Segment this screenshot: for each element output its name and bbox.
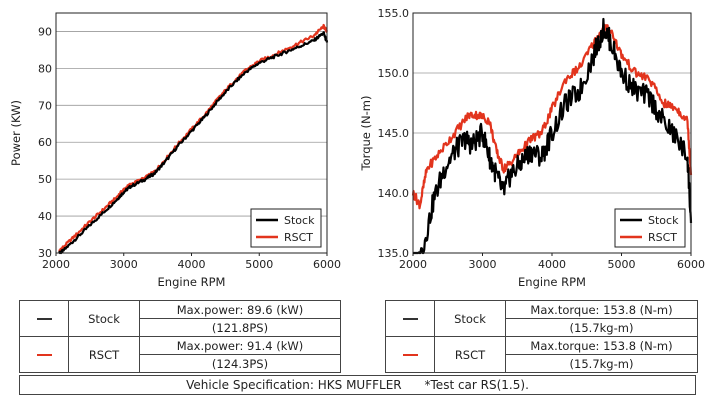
x-axis-label: Engine RPM: [518, 275, 586, 289]
legend-swatch-stock: [402, 318, 418, 320]
max-torque-value: Max.torque: 153.8 (N-m): [505, 336, 698, 355]
series-name: RSCT: [434, 336, 506, 373]
test-car-note: *Test car RS(1.5).: [424, 378, 529, 392]
torque-chart: 135.0 140.0 145.0 150.0 155.0 2000 3000 4000 500…: [359, 0, 720, 300]
max-power-ps: (121.8PS): [139, 318, 341, 337]
max-power-ps: (124.3PS): [139, 354, 341, 373]
series-name: RSCT: [68, 336, 140, 373]
legend-box: [614, 208, 686, 248]
table-row: Stock Max.power: 89.6 (kW): [19, 300, 341, 337]
plot-frame: [55, 12, 328, 254]
y-tick-label: 135.0: [378, 247, 410, 260]
y-tick-label: 60: [38, 136, 52, 149]
series-line-rsct: [411, 23, 693, 210]
legend-swatch-rsct: [36, 354, 52, 356]
x-tick-label: 3000: [110, 258, 138, 271]
legend-label-rsct: RSCT: [648, 231, 677, 244]
x-tick-label: 5000: [608, 258, 636, 271]
series-name: Stock: [68, 300, 140, 337]
x-axis-label: Engine RPM: [158, 275, 226, 289]
y-tick-label: 140.0: [378, 187, 410, 200]
table-row: (15.7kg-m): [386, 354, 698, 373]
power-chart: 30 40 50 60 70 80 90 2000 3000 4000 5000 6000 Engine…: [0, 0, 350, 300]
y-tick-label: 40: [38, 210, 52, 223]
series-line-rsct: [58, 23, 328, 253]
series-line-stock: [58, 31, 329, 255]
y-tick-label: 145.0: [378, 127, 410, 140]
series-line-stock: [412, 17, 693, 255]
legend-label-rsct: RSCT: [284, 231, 313, 244]
torque-spec-table: Stock Max.torque: 153.8 (N-m) (15.7kg-m)…: [385, 300, 698, 373]
y-tick-label: 90: [38, 25, 52, 38]
y-tick-label: 155.0: [378, 7, 410, 20]
legend-box: [250, 208, 322, 248]
power-spec-table: Stock Max.power: 89.6 (kW) (121.8PS) RSC…: [19, 300, 341, 373]
x-tick-label: 5000: [245, 258, 273, 271]
torque-chart-svg: 135.0 140.0 145.0 150.0 155.0 2000 3000 4000 500…: [359, 7, 705, 289]
x-tick-label: 3000: [469, 258, 497, 271]
x-tick-label: 4000: [178, 258, 206, 271]
max-torque-kgm: (15.7kg-m): [505, 318, 698, 337]
rsct-swatch-cell: [19, 336, 69, 373]
y-tick-label: 30: [38, 247, 52, 260]
vehicle-spec-label: Vehicle Specification: HKS MUFFLER: [186, 378, 402, 392]
max-torque-kgm: (15.7kg-m): [505, 354, 698, 373]
y-tick-label: 80: [38, 62, 52, 75]
y-axis-label: Power (KW): [9, 100, 23, 166]
stock-swatch-cell: [385, 300, 435, 337]
y-tick-label: 150.0: [378, 67, 410, 80]
stock-swatch-cell: [19, 300, 69, 337]
series-name: Stock: [434, 300, 506, 337]
legend-label-stock: Stock: [648, 214, 679, 227]
table-row: RSCT Max.power: 91.4 (kW): [19, 336, 341, 373]
legend-label-stock: Stock: [284, 214, 315, 227]
legend-swatch-stock: [36, 318, 52, 320]
y-tick-label: 50: [38, 173, 52, 186]
max-torque-value: Max.torque: 153.8 (N-m): [505, 300, 698, 319]
max-power-value: Max.power: 91.4 (kW): [139, 336, 341, 355]
x-tick-label: 6000: [677, 258, 705, 271]
y-axis-label: Torque (N-m): [360, 96, 373, 172]
x-tick-label: 4000: [538, 258, 566, 271]
max-power-value: Max.power: 89.6 (kW): [139, 300, 341, 319]
rsct-swatch-cell: [385, 336, 435, 373]
table-row: RSCT Max.torque: 153.8 (N-m): [385, 336, 698, 373]
legend-swatch-rsct: [402, 354, 418, 356]
x-tick-label: 6000: [313, 258, 341, 271]
table-row: Stock Max.torque: 153.8 (N-m): [385, 300, 698, 337]
x-tick-label: 2000: [399, 258, 427, 271]
table-row: (124.3PS): [20, 354, 341, 373]
vehicle-spec-footer: Vehicle Specification: HKS MUFFLER *Test…: [19, 375, 696, 395]
plot-frame: [412, 12, 692, 254]
x-tick-label: 2000: [42, 258, 70, 271]
power-chart-svg: 30 40 50 60 70 80 90 2000 3000 4000 5000 6000 Engine…: [9, 12, 341, 289]
y-tick-label: 70: [38, 99, 52, 112]
